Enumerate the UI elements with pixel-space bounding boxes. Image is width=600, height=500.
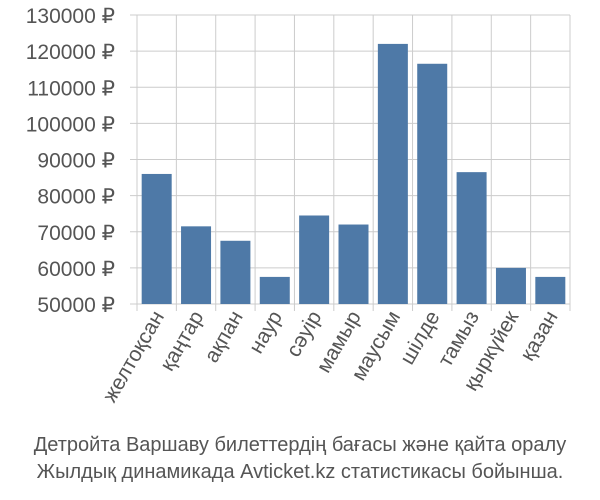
- x-tick-label: желтоқсан: [98, 307, 169, 406]
- y-tick-label: 50000 ₽: [37, 294, 115, 317]
- y-tick-label: 90000 ₽: [37, 150, 115, 173]
- y-tick-label: 130000 ₽: [26, 5, 115, 28]
- bar-7: [377, 43, 408, 305]
- bar-1: [141, 173, 172, 304]
- bar-5: [299, 215, 330, 304]
- grid-lines: [130, 14, 571, 311]
- caption-line-2: Жылдық динамикада Avticket.kz статистика…: [36, 461, 564, 483]
- x-tick-label: қазан: [516, 307, 563, 365]
- y-tick-label: 70000 ₽: [37, 222, 115, 245]
- bar-10: [495, 267, 526, 304]
- bar-chart: 50000 ₽ 60000 ₽ 70000 ₽ 80000 ₽ 90000 ₽ 10000…: [26, 5, 571, 406]
- bar-6: [338, 224, 369, 304]
- y-tick-label: 80000 ₽: [37, 186, 115, 209]
- y-tick-label: 60000 ₽: [37, 258, 115, 281]
- bars: [141, 43, 566, 305]
- bar-9: [456, 172, 487, 304]
- caption-line-1: Детройта Варшаву билеттердің бағасы және…: [33, 434, 567, 456]
- x-tick-label: ақпан: [200, 307, 248, 367]
- bar-11: [535, 276, 566, 304]
- bar-2: [181, 226, 212, 304]
- x-axis-ticks: желтоқсанқаңтарақпаннаурсәуірмамырмаусым…: [98, 306, 562, 406]
- x-tick-label: наур: [245, 307, 287, 357]
- y-axis-ticks: 50000 ₽ 60000 ₽ 70000 ₽ 80000 ₽ 90000 ₽ 10000…: [26, 5, 115, 317]
- y-tick-label: 100000 ₽: [26, 113, 115, 136]
- y-tick-label: 120000 ₽: [26, 41, 115, 64]
- bar-4: [259, 276, 290, 304]
- y-tick-label: 110000 ₽: [27, 77, 115, 100]
- bar-8: [417, 63, 448, 304]
- bar-3: [220, 240, 251, 304]
